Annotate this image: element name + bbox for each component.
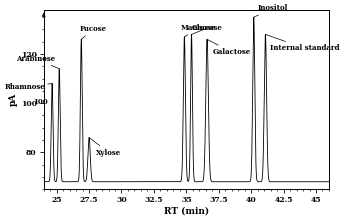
Text: Mannose: Mannose xyxy=(180,24,216,37)
Text: Rhamnose: Rhamnose xyxy=(4,83,52,91)
Text: Galactose: Galactose xyxy=(207,39,251,56)
Text: Glucose: Glucose xyxy=(192,24,223,34)
Y-axis label: pA: pA xyxy=(9,93,18,106)
Text: Arabinose: Arabinose xyxy=(16,55,59,69)
Text: Xylose: Xylose xyxy=(89,138,121,157)
Text: Fucose: Fucose xyxy=(80,25,107,39)
Text: Internal standard: Internal standard xyxy=(265,34,339,52)
X-axis label: RT (min): RT (min) xyxy=(164,207,209,216)
Text: Inositol: Inositol xyxy=(254,4,288,17)
Text: 100: 100 xyxy=(34,98,48,106)
